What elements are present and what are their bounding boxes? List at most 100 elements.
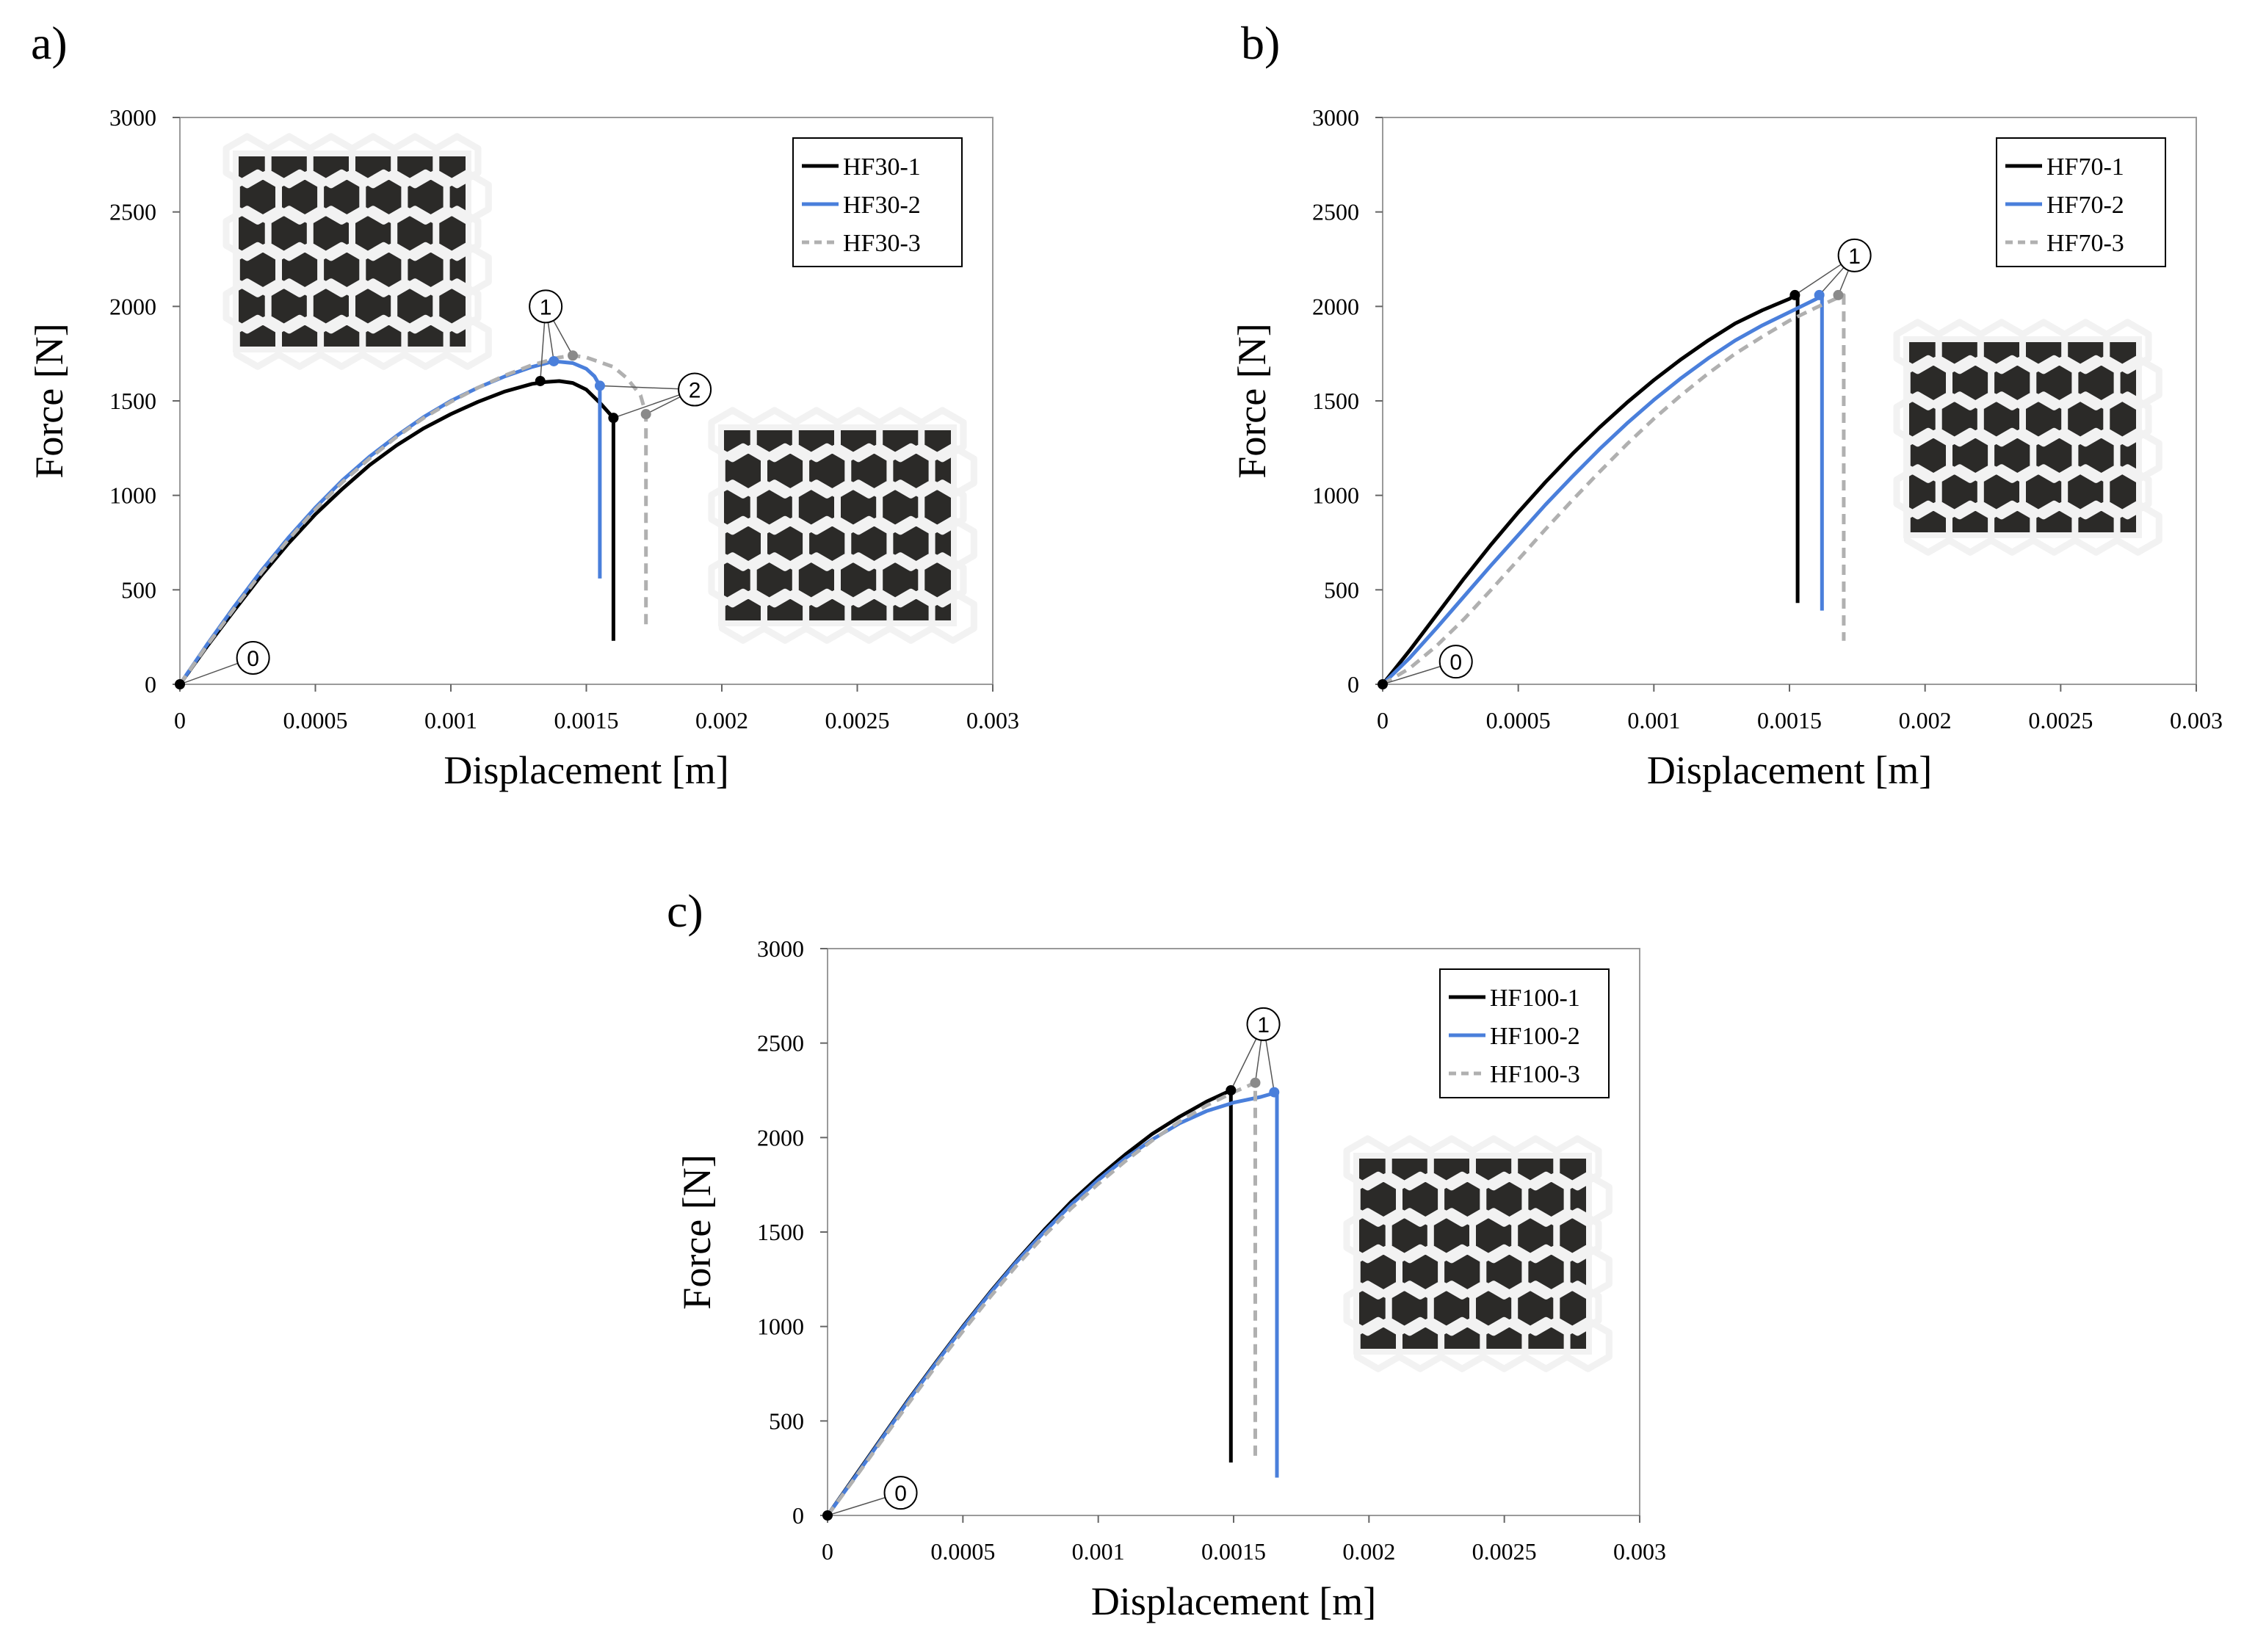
x-axis-title: Displacement [m] bbox=[1647, 748, 1932, 792]
legend-label: HF30-1 bbox=[843, 153, 921, 181]
series-line bbox=[1381, 293, 1846, 686]
data-point-HF100-1 bbox=[822, 1510, 833, 1521]
specimen-frame bbox=[233, 151, 471, 352]
y-tick-label: 3000 bbox=[757, 935, 804, 962]
x-tick-label: 0.001 bbox=[424, 707, 477, 733]
series-HF30-3 bbox=[178, 353, 648, 686]
panel-label: b) bbox=[1241, 17, 1280, 69]
specimen-photo bbox=[1343, 1135, 1613, 1372]
annotation-marker-0: 0 bbox=[1382, 645, 1473, 685]
annotation-label: 1 bbox=[1257, 1013, 1270, 1037]
honeycomb-cells bbox=[708, 407, 977, 644]
honeycomb-cells bbox=[1343, 1135, 1613, 1372]
y-tick-label: 1000 bbox=[109, 482, 156, 509]
x-tick-label: 0.003 bbox=[966, 707, 1019, 733]
legend-label: HF70-3 bbox=[2046, 230, 2124, 257]
x-tick-label: 0.0005 bbox=[930, 1538, 995, 1565]
chart-panel-3: c) 0 0.0005 0.001 0.0015 0.002 0.0025 0.003 0 500… bbox=[667, 885, 1666, 1623]
annotation-marker-0: 0 bbox=[827, 1476, 918, 1516]
legend-label: HF100-1 bbox=[1490, 985, 1580, 1012]
data-point-HF30-2 bbox=[549, 355, 560, 366]
data-point-HF30-3 bbox=[568, 350, 579, 361]
data-point-HF70-1 bbox=[1378, 679, 1388, 689]
y-axis-ticks: 0 500 1000 1500 2000 2500 3000 bbox=[1312, 104, 1383, 698]
data-point-HF70-1 bbox=[1789, 289, 1800, 300]
panel-label: c) bbox=[667, 885, 703, 937]
y-tick-label: 0 bbox=[792, 1502, 804, 1529]
x-tick-label: 0.002 bbox=[695, 707, 748, 733]
annotation-label: 2 bbox=[689, 379, 701, 403]
y-tick-label: 500 bbox=[769, 1408, 804, 1434]
y-tick-label: 2000 bbox=[1312, 293, 1359, 319]
y-tick-label: 1500 bbox=[109, 388, 156, 414]
series-HF100-3 bbox=[825, 1081, 1257, 1517]
specimen-frame bbox=[1353, 1153, 1592, 1355]
annotation-marker-2: 2 bbox=[599, 372, 712, 419]
data-point-HF70-2 bbox=[1814, 289, 1825, 300]
honeycomb-wall bbox=[222, 133, 492, 370]
y-tick-label: 1000 bbox=[1312, 482, 1359, 509]
data-point-HF100-1 bbox=[1226, 1085, 1237, 1095]
legend-label: HF70-1 bbox=[2046, 153, 2124, 181]
series-line bbox=[178, 379, 615, 686]
annotation-circle bbox=[883, 1476, 918, 1510]
x-tick-label: 0.0005 bbox=[1486, 707, 1551, 733]
specimen-frame bbox=[718, 424, 957, 626]
data-point-HF30-2 bbox=[594, 380, 605, 391]
data-point-HF30-1 bbox=[608, 413, 619, 424]
y-tick-label: 0 bbox=[1347, 671, 1359, 698]
y-axis-ticks: 0 500 1000 1500 2000 2500 3000 bbox=[109, 104, 180, 698]
specimen-frame bbox=[1903, 336, 2142, 538]
series-HF30-1 bbox=[178, 379, 615, 686]
x-tick-label: 0.0025 bbox=[2028, 707, 2093, 733]
legend: HF30-1 HF30-2 HF30-3 bbox=[792, 137, 963, 267]
y-axis-title: Force [N] bbox=[675, 1154, 719, 1309]
series-line bbox=[1381, 293, 1824, 686]
x-axis-title: Displacement [m] bbox=[1091, 1579, 1376, 1623]
data-point-HF100-2 bbox=[1269, 1087, 1280, 1098]
x-tick-label: 0.0015 bbox=[1757, 707, 1822, 733]
x-tick-label: 0 bbox=[174, 707, 186, 733]
y-tick-label: 3000 bbox=[109, 104, 156, 131]
honeycomb-wall bbox=[1343, 1135, 1613, 1372]
x-axis-ticks: 0 0.0005 0.001 0.0015 0.002 0.0025 0.003 bbox=[174, 684, 1019, 733]
x-axis-title: Displacement [m] bbox=[444, 748, 728, 792]
x-tick-label: 0.0015 bbox=[554, 707, 619, 733]
y-tick-label: 500 bbox=[1324, 576, 1359, 603]
annotation-circle bbox=[1837, 238, 1872, 272]
x-tick-label: 0.002 bbox=[1342, 1538, 1395, 1565]
x-tick-label: 0.0025 bbox=[825, 707, 890, 733]
specimen-photo bbox=[708, 407, 977, 644]
panel-label: a) bbox=[31, 17, 68, 69]
y-tick-label: 1500 bbox=[757, 1219, 804, 1245]
legend: HF100-1 HF100-2 HF100-3 bbox=[1439, 968, 1610, 1098]
honeycomb-cells bbox=[222, 133, 492, 370]
x-tick-label: 0 bbox=[822, 1538, 833, 1565]
legend: HF70-1 HF70-2 HF70-3 bbox=[1996, 137, 2166, 267]
data-point-HF30-3 bbox=[640, 409, 651, 420]
x-tick-label: 0.0005 bbox=[283, 707, 348, 733]
y-tick-label: 0 bbox=[145, 671, 156, 698]
legend-label: HF70-2 bbox=[2046, 192, 2124, 219]
series-line bbox=[825, 1081, 1257, 1517]
y-tick-label: 2500 bbox=[1312, 199, 1359, 225]
specimen-photo bbox=[222, 133, 492, 370]
annotation-circle bbox=[529, 289, 563, 324]
annotation-label: 1 bbox=[540, 295, 552, 319]
data-point-HF100-3 bbox=[1250, 1077, 1261, 1088]
annotation-label: 0 bbox=[1449, 651, 1462, 675]
series-HF70-3 bbox=[1381, 293, 1846, 686]
x-tick-label: 0.001 bbox=[1627, 707, 1680, 733]
y-tick-label: 1500 bbox=[1312, 388, 1359, 414]
annotation-circle bbox=[236, 640, 270, 675]
annotation-label: 0 bbox=[894, 1482, 907, 1506]
x-tick-label: 0.0025 bbox=[1472, 1538, 1537, 1565]
honeycomb-cells bbox=[1893, 319, 2162, 556]
y-axis-title: Force [N] bbox=[27, 323, 71, 478]
y-tick-label: 3000 bbox=[1312, 104, 1359, 131]
honeycomb-wall bbox=[708, 407, 977, 644]
x-tick-label: 0.002 bbox=[1899, 707, 1952, 733]
y-tick-label: 2500 bbox=[757, 1030, 804, 1057]
legend-label: HF100-2 bbox=[1490, 1023, 1580, 1050]
annotation-marker-1: 1 bbox=[1230, 1007, 1281, 1093]
